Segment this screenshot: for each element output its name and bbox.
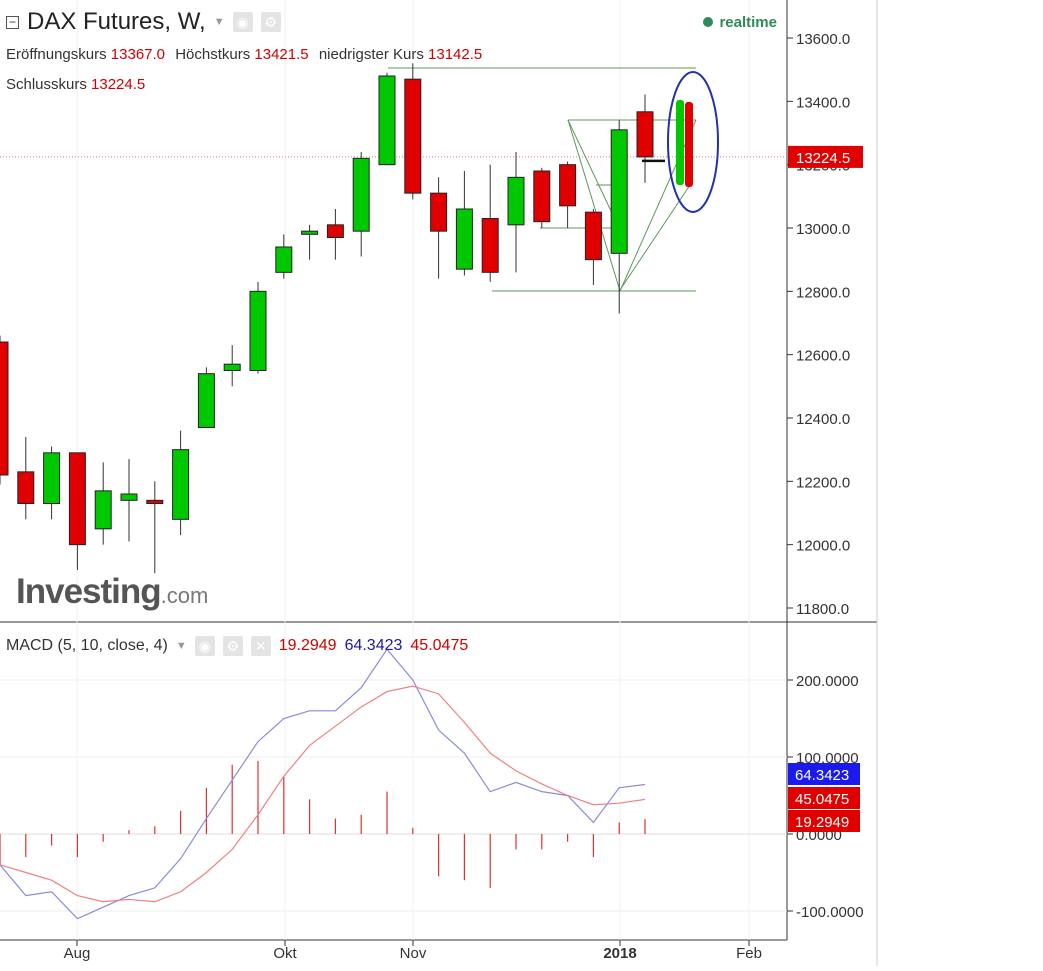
time-tick-label: Aug [64,945,91,962]
ohlc-legend: Eröffnungskurs 13367.0 Höchstkurs 13421.… [6,46,488,63]
trendline [619,119,697,292]
macd-legend: MACD (5, 10, close, 4) ▼ ◉ ⚙ ✕ 19.2949 6… [6,636,468,656]
candle-body [172,449,190,520]
status-dot-icon [703,17,714,27]
candle-body [275,246,293,273]
macd-label: MACD (5, 10, close, 4) [6,637,168,654]
candle-body [43,452,61,505]
macd-value-tag-label: 64.3423 [795,767,849,784]
price-axis: 11800.0 12000.0 12200.0 12400.0 12600.0 12800… [787,31,850,618]
candle-body [430,192,448,232]
price-tick-label: 13600.0 [796,31,850,48]
gear-icon[interactable]: ⚙ [260,12,281,32]
close-label: Schlusskurs [6,76,87,93]
price-tick-label: 12000.0 [796,538,850,555]
macd-value-tag [788,763,860,785]
realtime-label: realtime [719,14,777,31]
eye-icon[interactable]: ◉ [232,12,253,32]
price-tick-label: 12600.0 [796,348,850,365]
trendline [619,184,691,291]
trendline [567,119,621,292]
candle-body [584,211,602,261]
price-tick-label: 12200.0 [796,474,850,491]
price-tick-label: 11800.0 [796,601,849,618]
candle-body [481,218,499,273]
realtime-indicator: realtime [703,14,777,31]
macd-lines [0,648,646,920]
macd-value-1: 19.2949 [278,637,337,654]
collapse-button[interactable]: − [6,15,19,29]
time-tick-label: 2018 [603,945,636,962]
macd-tick-label: 200.0000 [796,673,859,690]
candle-body [301,230,319,235]
candle-body [326,224,344,238]
macd-value-tag-label: 19.2949 [795,814,849,831]
candle-body [0,341,9,476]
candle-body [120,493,138,501]
drawn-red-candle [685,102,693,187]
candle-body [249,290,267,372]
high-label: Höchstkurs [175,46,251,63]
investing-logo: Investing.com [16,572,208,612]
candle-body [68,452,86,546]
chart-header: − DAX Futures, W, ▼ ◉ ⚙ [6,8,281,36]
candle-body [378,75,396,166]
chevron-down-icon[interactable]: ▼ [175,640,187,652]
close-legend: Schlusskurs 13224.5 [6,76,151,93]
price-tick-label: 13400.0 [796,94,850,111]
open-value: 13367.0 [110,46,166,63]
price-tick-label: 12400.0 [796,411,850,428]
low-label: niedrigster Kurs [318,46,424,63]
candle-body [223,363,241,371]
macd-value-tag [788,787,860,809]
price-tick-label: 12800.0 [796,284,850,301]
macd-line [0,648,646,920]
current-price-tag-label: 13224.5 [796,150,850,167]
macd-tick-label: -100.0000 [796,904,864,921]
candle-body [17,471,35,505]
macd-value-3: 45.0475 [410,637,469,654]
current-price-tag [788,145,863,168]
candle-body [636,111,654,158]
annotation [667,71,719,213]
highlight-ellipse [667,71,719,213]
macd-histogram [0,760,646,888]
candle-body [352,157,370,232]
candle-body [94,490,112,530]
close-icon[interactable]: ✕ [250,636,271,656]
candle-body [146,499,164,505]
close-value: 13224.5 [91,76,146,93]
time-tick-label: Nov [400,945,427,962]
watermark-suffix: .com [160,583,209,608]
candle-body [455,208,473,270]
macd-value-tag [788,810,860,832]
chevron-down-icon[interactable]: ▼ [213,16,225,28]
eye-icon[interactable]: ◉ [194,636,215,656]
candle-body [507,176,525,226]
candle-body [404,78,422,194]
candle-body [197,373,215,428]
open-label: Eröffnungskurs [6,46,107,63]
candle-body [559,164,577,207]
time-axis: Aug Okt Nov 2018 Feb [64,940,762,962]
chart-title: DAX Futures, W, [27,8,206,35]
macd-value-2: 64.3423 [344,637,403,654]
macd-tick-label: 100.0000 [796,750,859,767]
candles [0,63,665,574]
signal-line [0,685,646,903]
candle-body [533,170,551,223]
time-tick-label: Okt [273,945,297,962]
time-tick-label: Feb [736,945,762,962]
watermark-main: Investing [16,572,162,611]
low-value: 13142.5 [428,46,483,63]
high-value: 13421.5 [254,46,309,63]
gear-icon[interactable]: ⚙ [222,636,243,656]
candle-body [610,129,628,254]
price-tags: 13224.5 64.3423 45.0475 19.2949 [788,145,863,832]
macd-value-tag-label: 45.0475 [795,791,849,808]
drawn-green-candle [676,100,684,185]
price-tick-label: 13000.0 [796,221,850,238]
